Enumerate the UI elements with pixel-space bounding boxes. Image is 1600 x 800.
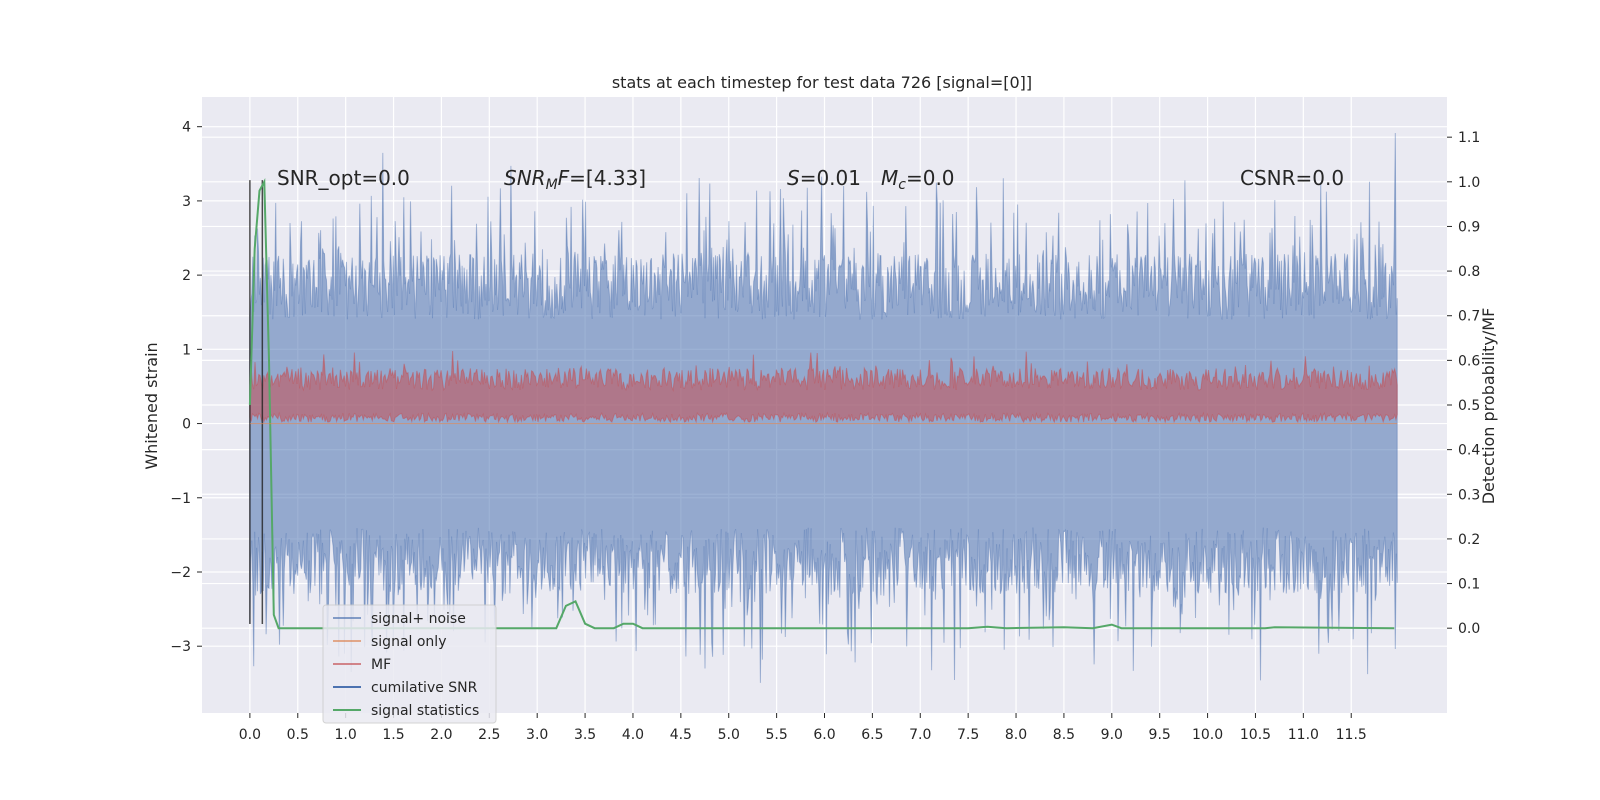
- series-signal-statistics-line: [248, 178, 1395, 630]
- x-tick-label: 2.0: [430, 727, 452, 743]
- annotation-s-value: =0.01: [800, 166, 861, 190]
- y2-tick-label: 0.2: [1458, 532, 1480, 548]
- y2-axis-ticks: 1.1 1.0 0.9 0.8 0.7 0.6 0.5 0.4 0.3 0.2 0.1 0.0: [1447, 130, 1480, 637]
- y2-axis-label: Detection probability/MF: [1479, 308, 1498, 505]
- y2-tick-label: 0.7: [1458, 309, 1480, 325]
- x-tick-label: 9.5: [1149, 727, 1171, 743]
- x-tick-label: 0.0: [239, 727, 261, 743]
- x-tick-label: 0.5: [287, 727, 309, 743]
- y-tick-label: 4: [182, 120, 191, 136]
- annotation-s-var: S: [787, 166, 800, 190]
- x-tick-label: 4.0: [622, 727, 644, 743]
- x-tick-label: 11.5: [1336, 727, 1367, 743]
- x-tick-label: 8.5: [1053, 727, 1075, 743]
- x-tick-label: 7.5: [957, 727, 979, 743]
- y-axis-ticks: 4 3 2 1 0 −1 −2 −3: [170, 120, 202, 655]
- y-tick-label: 1: [182, 342, 191, 358]
- annotation-s: S=0.01: [787, 166, 861, 190]
- x-tick-label: 10.0: [1192, 727, 1223, 743]
- legend-label: signal only: [371, 634, 446, 650]
- x-tick-label: 8.0: [1005, 727, 1027, 743]
- x-tick-label: 2.5: [478, 727, 500, 743]
- annotation-snr-mf: SNRMF=[4.33]: [504, 166, 646, 193]
- y2-tick-label: 1.0: [1458, 175, 1480, 191]
- x-tick-label: 5.0: [718, 727, 740, 743]
- y-tick-label: −1: [170, 491, 191, 507]
- legend-label: cumilative SNR: [371, 680, 478, 696]
- series-mf: [249, 350, 1398, 424]
- annotation-csnr: CSNR=0.0: [1240, 166, 1344, 190]
- x-tick-label: 1.5: [382, 727, 404, 743]
- legend-label: MF: [371, 657, 391, 673]
- y-tick-label: 0: [182, 417, 191, 433]
- annotation-snr-mf-rest: F=[4.33]: [558, 166, 646, 190]
- annotation-mc-value: =0.0: [906, 166, 955, 190]
- annotation-snr-opt: SNR_opt=0.0: [277, 166, 410, 190]
- legend: signal+ noise signal only MF cumilative SNR…: [322, 604, 497, 724]
- x-tick-label: 3.0: [526, 727, 548, 743]
- y2-tick-label: 0.9: [1458, 219, 1480, 235]
- y-tick-label: 3: [182, 194, 191, 210]
- x-tick-label: 3.5: [574, 727, 596, 743]
- y2-tick-label: 0.6: [1458, 353, 1480, 369]
- x-tick-label: 10.5: [1240, 727, 1271, 743]
- mf-band: [249, 350, 1398, 424]
- x-tick-label: 7.0: [909, 727, 931, 743]
- x-tick-label: 9.0: [1101, 727, 1123, 743]
- y-tick-label: 2: [182, 268, 191, 284]
- x-tick-label: 5.5: [765, 727, 787, 743]
- x-tick-label: 6.5: [861, 727, 883, 743]
- y2-tick-label: 1.1: [1458, 130, 1480, 146]
- y2-tick-label: 0.5: [1458, 398, 1480, 414]
- x-tick-label: 6.0: [813, 727, 835, 743]
- annotation-mc-var: M: [881, 166, 898, 190]
- annotation-mc: Mc=0.0: [881, 166, 955, 193]
- x-tick-label: 1.0: [335, 727, 357, 743]
- y2-tick-label: 0.4: [1458, 443, 1480, 459]
- y2-tick-label: 0.0: [1458, 621, 1480, 637]
- annotation-snr-mf-sub: M: [546, 177, 558, 193]
- y-tick-label: −3: [170, 639, 191, 655]
- y2-tick-label: 0.3: [1458, 487, 1480, 503]
- x-tick-label: 11.0: [1288, 727, 1319, 743]
- y2-tick-label: 0.8: [1458, 264, 1480, 280]
- y-tick-label: −2: [170, 565, 191, 581]
- y2-tick-label: 0.1: [1458, 577, 1480, 593]
- annotation-mc-sub: c: [898, 177, 906, 193]
- x-axis-ticks: 0.0 0.5 1.0 1.5 2.0 2.5 3.0 3.5 4.0 4.5 5.0 5.5 6.0 6…: [239, 713, 1367, 743]
- y-axis-label: Whitened strain: [142, 342, 161, 469]
- legend-label: signal+ noise: [371, 611, 466, 627]
- legend-label: signal statistics: [371, 703, 479, 719]
- annotation-snr-mf-base: SNR: [504, 166, 546, 190]
- x-tick-label: 4.5: [670, 727, 692, 743]
- annotation-snr-mf-value: =[4.33]: [569, 166, 646, 190]
- chart-title: stats at each timestep for test data 726…: [612, 73, 1032, 92]
